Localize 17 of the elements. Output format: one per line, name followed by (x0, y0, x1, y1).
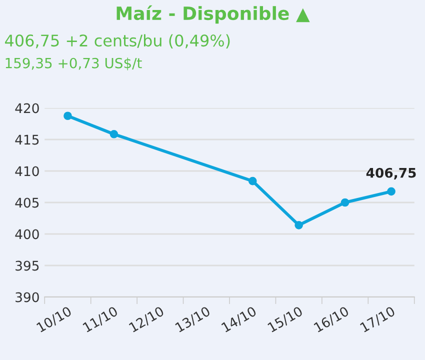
y-tick-label: 410 (15, 166, 39, 176)
point (294, 221, 303, 230)
y-tick-label: 405 (15, 198, 39, 208)
y-tick-label: 395 (16, 260, 39, 271)
y-tick-label: 400 (15, 229, 39, 240)
y-tick-label: 415 (15, 134, 39, 145)
y-tick-label: 390 (16, 292, 39, 302)
data-label: 406,75 (366, 168, 416, 180)
point (248, 176, 257, 186)
point (110, 130, 118, 138)
point (340, 198, 350, 207)
point (387, 187, 396, 196)
chart-subtitle: 406,75 +2 cents/bu (0,49%) (5, 34, 230, 48)
point (64, 112, 72, 120)
chart-title: Maíz - Disponible ▲ (116, 5, 310, 24)
text: 159,35 +0,73 US$/t (6, 58, 142, 70)
y-tick-label: 420 (15, 103, 39, 114)
